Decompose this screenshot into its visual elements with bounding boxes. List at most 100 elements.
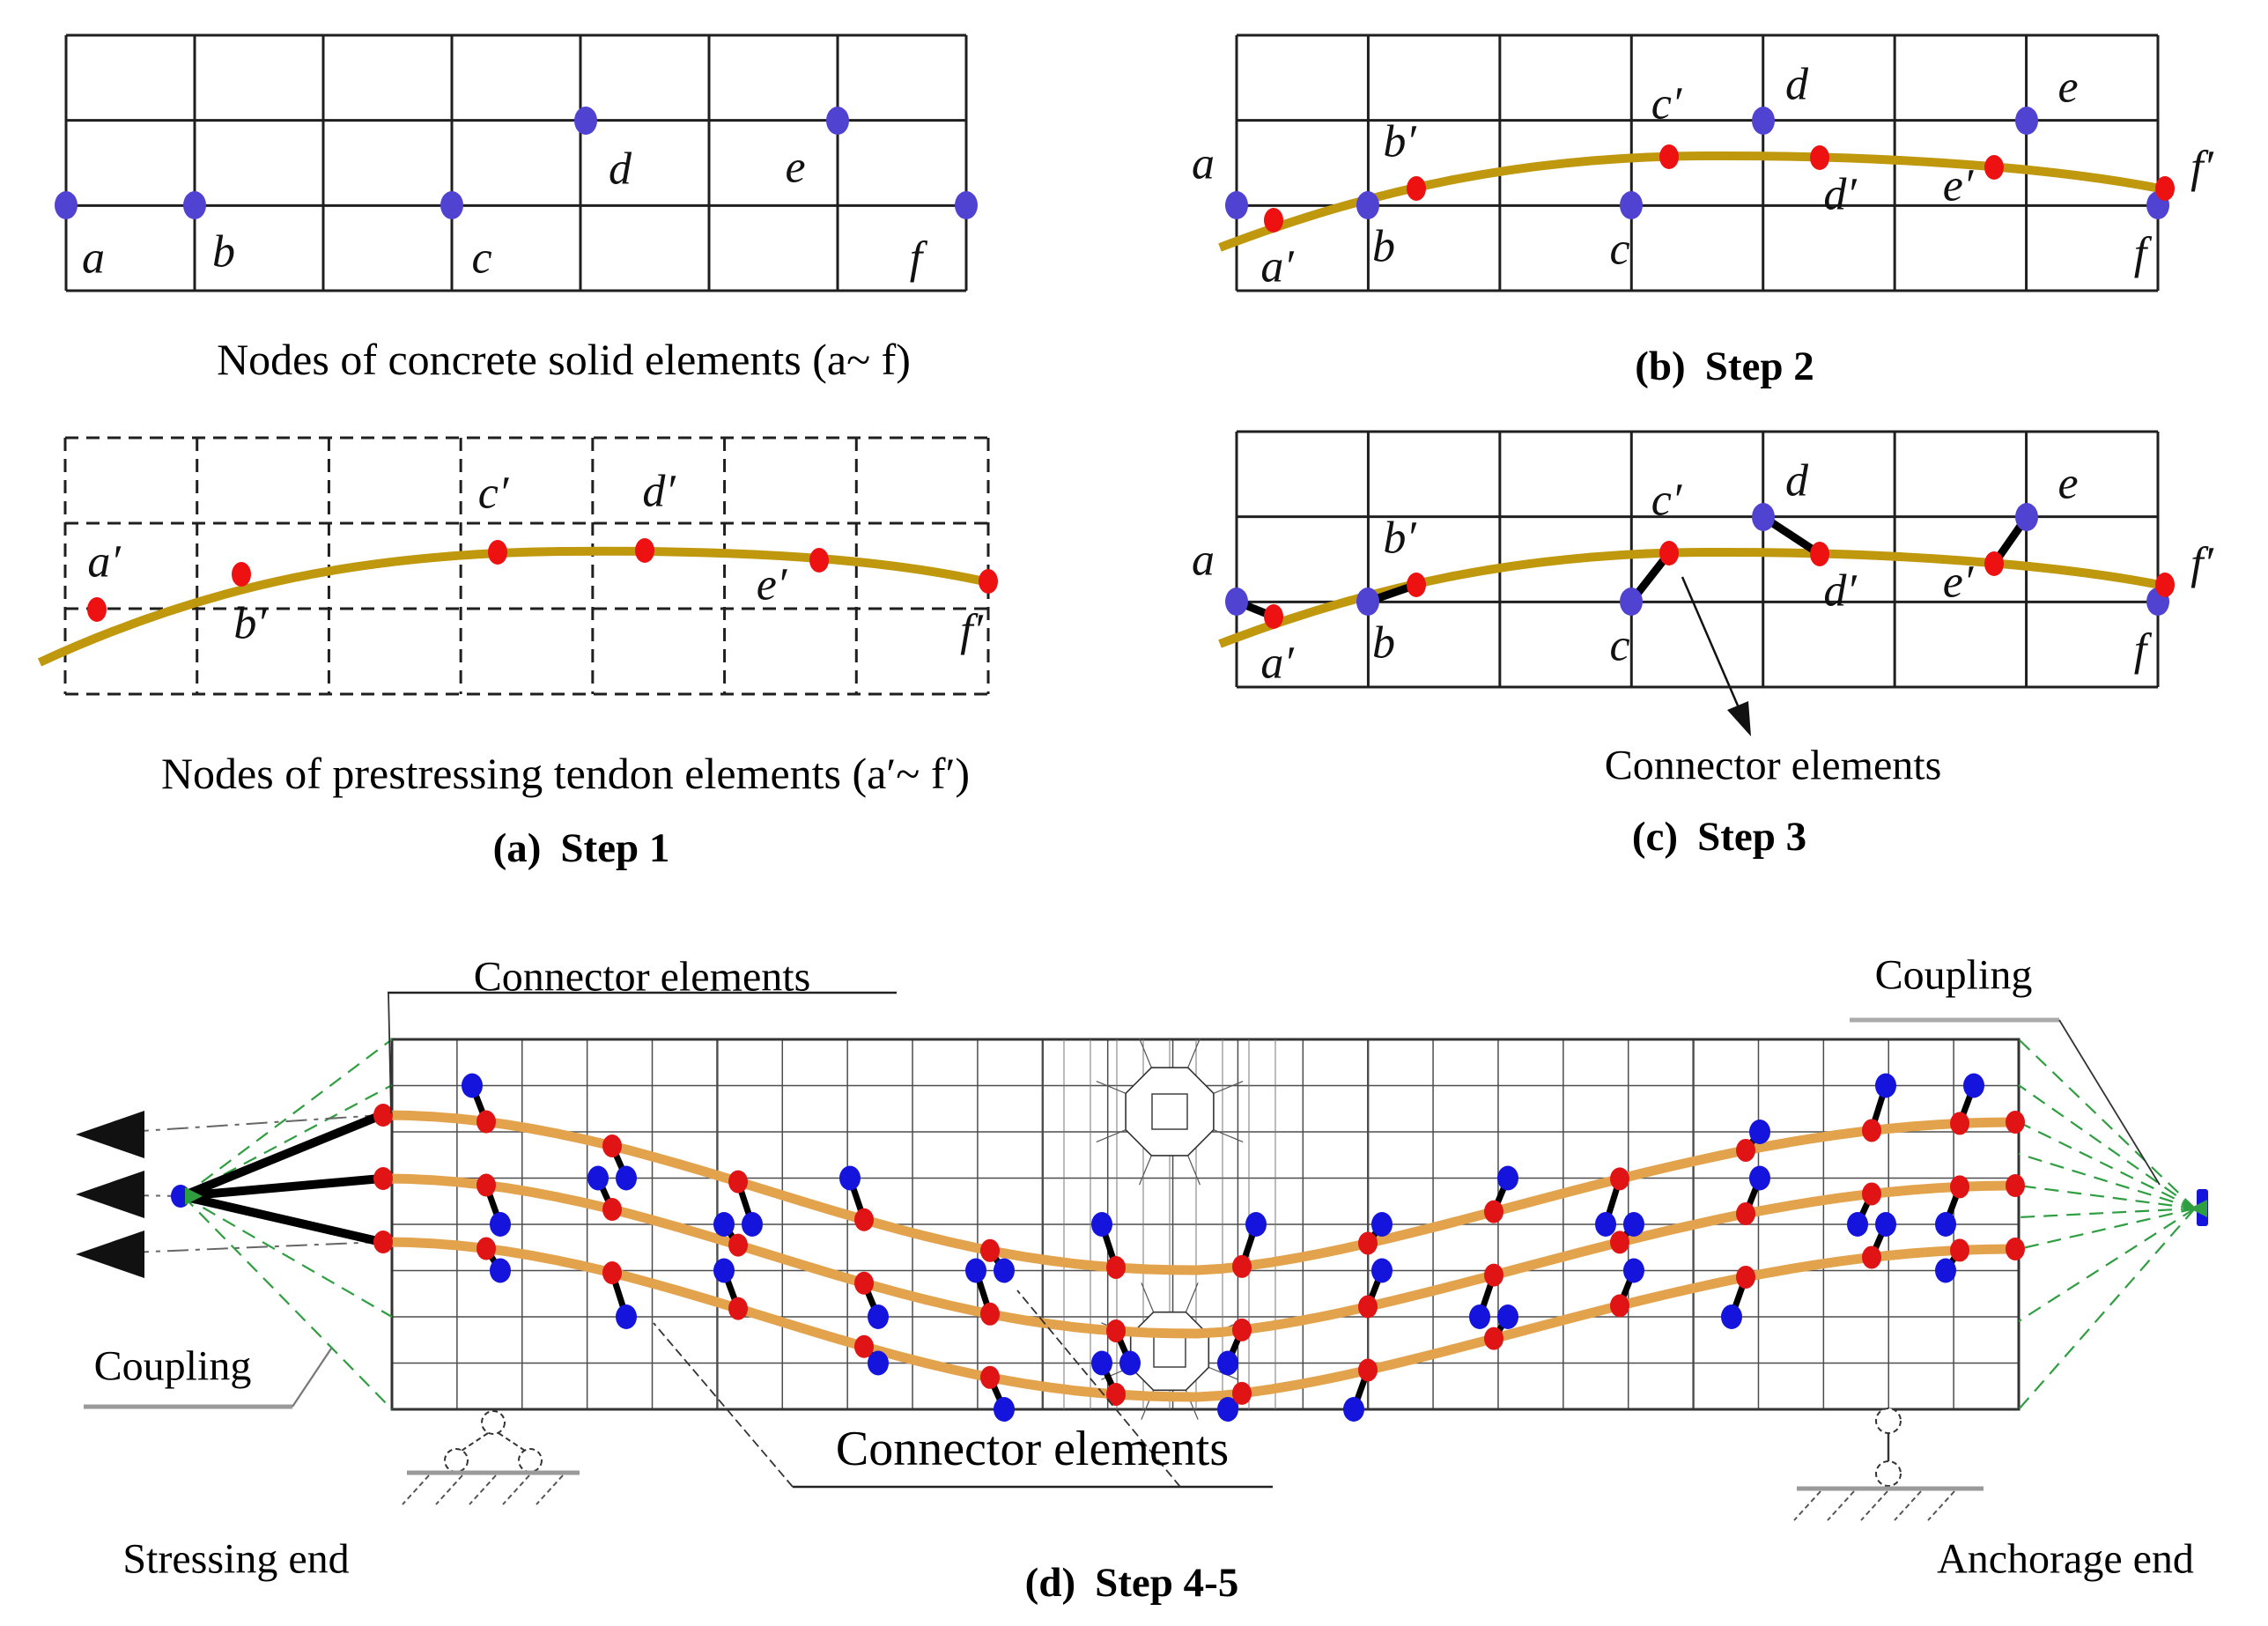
solid-node-b [1356, 588, 1379, 616]
tendon-node-label-d′: d′ [1823, 170, 1858, 220]
panel-b-step2: a b c d e f a′ b′ c′ d′ e′ f′ [1192, 33, 2215, 292]
tendon-node [477, 1237, 496, 1260]
tendon-node [1950, 1238, 1969, 1262]
coupling-line-right [2018, 1121, 2196, 1209]
tendon-node [1358, 1231, 1378, 1255]
tendon-node-label-a′: a′ [1260, 242, 1295, 292]
solid-node [994, 1397, 1015, 1422]
solid-node [1935, 1212, 1956, 1237]
tendon-node [1610, 1294, 1629, 1318]
tendon-node [1484, 1327, 1503, 1350]
tendon-node-label-f′: f′ [2190, 143, 2214, 193]
solid-node-a [1225, 191, 1248, 219]
solid-node [1497, 1165, 1518, 1191]
tendon-node-d′ [1810, 542, 1829, 566]
coupling-line-left [182, 1038, 393, 1197]
support-roller-circle [1875, 1408, 1902, 1434]
tendon-node-a′ [1264, 604, 1283, 629]
solid-node-c [1620, 191, 1643, 219]
solid-node-label-a: a [1192, 139, 1215, 189]
solid-node-label-b: b [1372, 618, 1395, 669]
tendon-node-label-e′: e′ [757, 560, 788, 610]
anchorage-end-label: Anchorage end [1937, 1536, 2194, 1583]
solid-node-c [440, 191, 463, 219]
connector-elements-label-bottom: Connector elements [836, 1422, 1229, 1476]
shape [435, 1474, 463, 1505]
step4-5-caption: (d) Step 4-5 [1025, 1560, 1239, 1606]
solid-node-e [2015, 107, 2038, 135]
solid-node [1217, 1350, 1238, 1376]
tendon-node [980, 1365, 1000, 1389]
solid-node-a [55, 191, 78, 219]
tendon-node [1610, 1231, 1629, 1254]
shape [1096, 1081, 1127, 1094]
solid-node-b [1356, 191, 1379, 219]
solid-node [462, 1073, 483, 1098]
tendon-node [1232, 1318, 1252, 1341]
tendon-node [1484, 1200, 1503, 1223]
panel-d-beam-model [76, 991, 2208, 1521]
step2-caption: (b) Step 2 [1635, 344, 1814, 389]
tendon-node [854, 1271, 874, 1295]
connector-elements-label-top: Connector elements [474, 954, 811, 1001]
coupling-line-right [2018, 1207, 2196, 1219]
tendon-node [1736, 1265, 1755, 1289]
shape [1894, 1490, 1922, 1521]
leader-connector-top [388, 992, 392, 1114]
shape [402, 1474, 430, 1505]
solid-node [1091, 1212, 1112, 1237]
tendon-node-e′ [809, 548, 829, 573]
coupling-line-left [182, 1084, 393, 1197]
tendon-node [1950, 1112, 1969, 1135]
solid-node [965, 1258, 986, 1283]
solid-node [1623, 1258, 1644, 1283]
tendon-node [1232, 1254, 1252, 1278]
solid-node [1963, 1073, 1984, 1098]
caption-solid-nodes: Nodes of concrete solid elements (a~ f) [217, 335, 911, 384]
coupling-line-right [2018, 1207, 2196, 1251]
step1-caption: (a) Step 1 [493, 825, 670, 871]
step1-tag: (a) [493, 825, 542, 871]
solid-node [1217, 1397, 1238, 1422]
support-roller-circle [481, 1410, 506, 1435]
solid-node-label-b: b [212, 227, 235, 277]
tendon-node-label-c′: c′ [1651, 476, 1683, 526]
tendon-node [1950, 1175, 1969, 1199]
coupling-line-right [2018, 1038, 2196, 1209]
solid-node-label-f: f [910, 233, 928, 284]
step3-caption: (c) Step 3 [1632, 814, 1806, 860]
tendon-node [1736, 1201, 1755, 1225]
coupling-line-right [2018, 1152, 2196, 1210]
solid-node-d [574, 107, 597, 135]
tendon-node [477, 1110, 496, 1134]
solid-node [1595, 1212, 1616, 1237]
anchorage-arrow [2190, 1200, 2207, 1217]
tendon-node-c′ [488, 540, 507, 565]
solid-node-label-c: c [471, 233, 491, 284]
tendon-end-node-right [2006, 1111, 2025, 1134]
prestress-force-arrow [76, 1171, 144, 1218]
solid-node-label-f: f [2134, 229, 2153, 279]
leader-coupling-left [292, 1348, 332, 1408]
tendon-node-f′ [2155, 176, 2175, 201]
solid-node-label-d: d [1785, 456, 1809, 506]
coupling-link [178, 1111, 386, 1201]
shape [1185, 1282, 1199, 1312]
tendon-node-f′ [2155, 573, 2175, 597]
tendon-node-e′ [1984, 155, 2004, 180]
caption-tendon-nodes: Nodes of prestressing tendon elements (a… [161, 749, 970, 798]
solid-node [994, 1258, 1015, 1283]
coupling-link [178, 1174, 386, 1201]
tendon-node [1106, 1319, 1126, 1342]
step2-tag: (b) [1635, 344, 1685, 389]
solid-node [1371, 1212, 1393, 1237]
tendon-node-c′ [1659, 144, 1679, 169]
tendon-end-node-left [373, 1231, 393, 1253]
tendon-node-label-a′: a′ [87, 537, 122, 588]
shape [1213, 1081, 1244, 1094]
tendon-node-label-b′: b′ [1383, 514, 1417, 564]
coupling-line-right [2018, 1084, 2196, 1209]
tendon-node [1232, 1381, 1252, 1405]
